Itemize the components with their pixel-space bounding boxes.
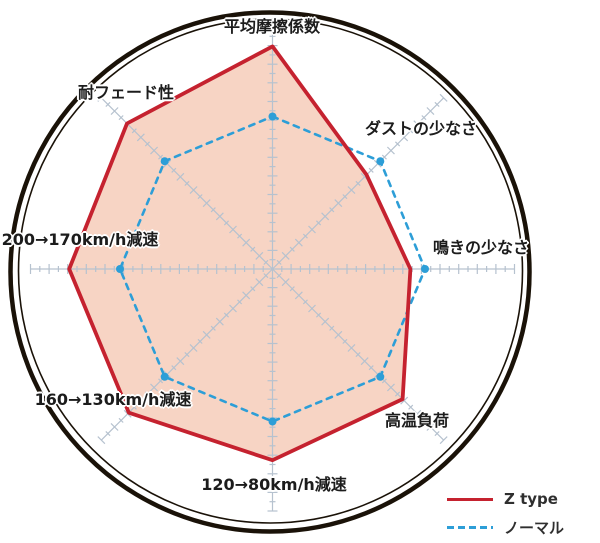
normal-line-swatch [447,525,493,529]
axis-spokes [29,26,516,512]
legend-label-normal: ノーマル [504,518,565,537]
axis-label-5: 160→130km/h減速 [34,390,192,410]
legend-item-normal: ノーマル [447,517,564,537]
axis-label-7: 耐フェード性 [77,83,175,103]
outer-ring-thin [17,18,524,524]
outer-ring-thick [8,10,532,534]
axis-label-4: 120→80km/h減速 [201,475,347,495]
axis-label-1: ダストの少なさ [364,119,478,139]
ztype-series-line [67,44,413,463]
axis-label-2: 鳴きの少なさ [432,238,530,258]
axis-label-0: 平均摩擦係数 [223,17,321,37]
ztype-line-swatch [447,497,493,501]
legend-item-ztype: Z type [447,489,564,509]
legend-label-ztype: Z type [504,490,558,508]
axis-label-6: 200→170km/h減速 [1,230,159,250]
legend: Z type ノーマル [447,489,564,543]
axis-label-3: 高温負荷 [384,411,450,431]
normal-series-line [118,115,427,423]
normal-series-points [116,112,429,426]
